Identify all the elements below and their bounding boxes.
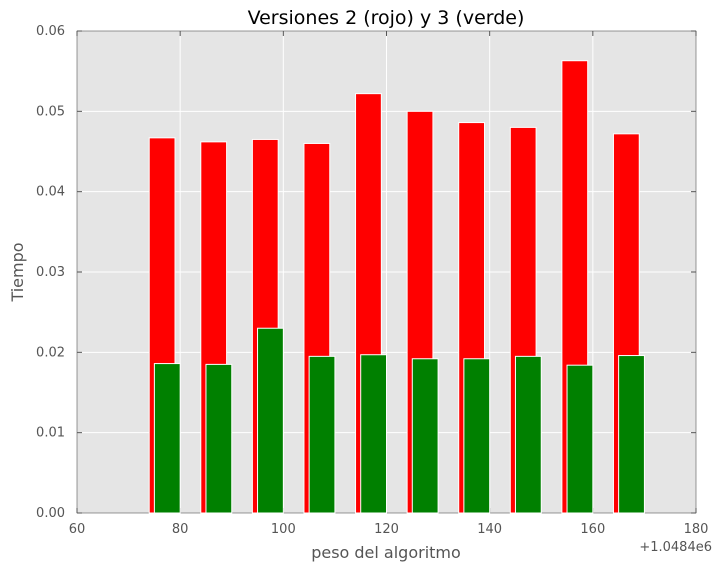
chart-title: Versiones 2 (rojo) y 3 (verde) [248,7,525,29]
x-axis-offset-label: +1.0484e6 [639,540,712,555]
x-tick-label: 180 [684,522,709,537]
x-tick-label: 160 [580,522,605,537]
tick-labels: 60 80 100 120 140 160 180 0.00 0.01 0.02 0.03 0.04 0… [36,24,708,537]
x-axis-label: peso del algoritmo [311,543,461,562]
x-tick-label: 120 [374,522,399,537]
green-bar [153,363,181,514]
green-bar [205,363,233,514]
y-tick-label: 0.05 [36,104,65,119]
green-bar [514,355,542,514]
y-tick-label: 0.06 [36,24,65,39]
y-tick-label: 0.00 [36,506,65,521]
x-tick-label: 140 [477,522,502,537]
y-tick-label: 0.04 [36,185,65,200]
y-tick-label: 0.02 [36,345,65,360]
y-axis-label: Tiempo [8,242,27,302]
green-bar [360,354,388,514]
x-tick-label: 60 [69,522,86,537]
y-tick-label: 0.01 [36,426,65,441]
green-bar [257,327,284,514]
green-bar [463,358,491,514]
x-tick-label: 100 [271,522,296,537]
green-bar [308,355,336,514]
green-bar [618,355,645,514]
y-tick-label: 0.03 [36,265,65,280]
bars [148,60,645,514]
green-bar [566,364,594,514]
x-tick-label: 80 [172,522,189,537]
green-bar [411,358,439,514]
